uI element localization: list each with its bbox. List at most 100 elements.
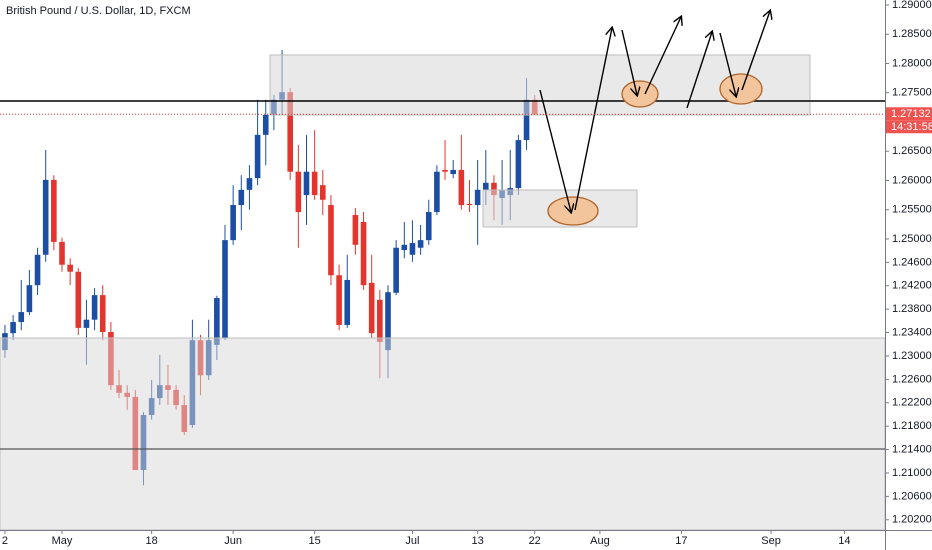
y-tick-label: 1.23000	[892, 350, 932, 362]
x-tick-label: Jul	[405, 535, 419, 547]
countdown-label: 14:31:58	[891, 121, 932, 133]
candle-body	[51, 179, 57, 242]
candle-body	[401, 244, 408, 251]
candle-body	[442, 169, 448, 172]
candle-body	[393, 247, 399, 293]
candle-body	[385, 292, 391, 351]
y-tick-label: 1.28000	[892, 57, 932, 69]
drawings	[0, 11, 886, 531]
candle-body	[474, 189, 481, 206]
x-tick-label: Jun	[224, 535, 242, 547]
x-tick-label: Aug	[590, 535, 610, 547]
candle-body	[344, 279, 351, 325]
chart-title: British Pound / U.S. Dollar, 1D, FXCM	[6, 5, 191, 17]
x-tick-label: 17	[675, 535, 687, 547]
candle-body	[42, 179, 49, 255]
target-ellipse	[719, 73, 763, 105]
candle-body	[10, 322, 16, 334]
y-tick-label: 1.21800	[892, 420, 932, 432]
y-tick-label: 1.26500	[892, 145, 932, 157]
y-tick-label: 1.26000	[892, 174, 932, 186]
candle-body	[377, 299, 383, 342]
y-tick-label: 1.20200	[892, 514, 932, 526]
candle-body	[26, 285, 33, 313]
arrow	[686, 32, 712, 109]
candle-body	[417, 240, 424, 248]
x-tick-label: 22	[529, 535, 541, 547]
target-ellipse	[621, 80, 659, 108]
candle-body	[483, 182, 489, 190]
candle-body	[491, 182, 497, 196]
x-tick-label: Sep	[761, 535, 781, 547]
candle-body	[311, 171, 318, 196]
last-price-label: 1.27132	[891, 108, 931, 120]
candle-body	[523, 99, 530, 141]
candle-body	[295, 171, 302, 213]
y-tick-label: 1.23400	[892, 326, 932, 338]
x-tick-label: 2	[2, 535, 8, 547]
arrow	[539, 89, 571, 212]
candle-body	[466, 203, 473, 206]
candle-body	[515, 140, 522, 189]
candle-body	[67, 264, 73, 272]
candle-body	[75, 271, 82, 328]
x-tick-label: May	[52, 535, 73, 547]
x-tick-label: 14	[838, 535, 850, 547]
y-tick-label: 1.24600	[892, 256, 932, 268]
candle-body	[18, 312, 25, 323]
countdown-tag	[886, 120, 932, 134]
candle-body	[59, 241, 65, 265]
y-tick-label: 1.27500	[892, 87, 932, 99]
candle-body	[287, 92, 293, 172]
x-tick-label: 15	[309, 535, 321, 547]
candle-body	[434, 171, 440, 213]
y-tick-label: 1.23800	[892, 303, 932, 315]
candle-body	[34, 254, 41, 286]
candle-body	[458, 169, 465, 206]
candle-body	[262, 114, 269, 135]
arrows	[539, 11, 770, 212]
candle-body	[238, 189, 245, 206]
price-axis	[885, 0, 932, 550]
candle-body	[409, 243, 416, 255]
arrow	[621, 29, 637, 95]
arrow	[574, 28, 612, 211]
candle-body	[83, 319, 90, 328]
candle-body	[352, 214, 359, 245]
y-tick-label: 1.22200	[892, 397, 932, 409]
x-tick-label: 13	[472, 535, 484, 547]
candle-body	[99, 295, 106, 332]
candle-body	[214, 298, 220, 345]
y-tick-label: 1.20600	[892, 490, 932, 502]
y-tick-label: 1.25500	[892, 204, 932, 216]
candle-body	[360, 222, 367, 286]
y-tick-label: 1.29000	[892, 0, 932, 11]
time-axis	[0, 530, 932, 550]
arrow	[741, 11, 770, 91]
y-tick-label: 1.22600	[892, 373, 932, 385]
support-zone	[0, 337, 886, 531]
arrow	[719, 32, 736, 96]
candle-body	[450, 169, 456, 175]
last-price-tag	[886, 107, 932, 121]
candle-body	[254, 134, 261, 179]
x-tick-label: 18	[146, 535, 158, 547]
candle-body	[320, 185, 326, 200]
y-tick-label: 1.28500	[892, 28, 932, 40]
candle-body	[91, 295, 98, 320]
candle-body	[425, 212, 432, 241]
y-tick-label: 1.25000	[892, 233, 932, 245]
y-tick-label: 1.21000	[892, 467, 932, 479]
y-tick-label: 1.21400	[892, 443, 932, 455]
candle-body	[230, 205, 236, 241]
target-ellipse	[547, 196, 599, 226]
candle-body	[246, 178, 253, 190]
candle-body	[336, 275, 342, 325]
candle-body	[303, 171, 310, 196]
arrow	[644, 17, 681, 95]
candle-body	[328, 205, 334, 276]
resistance-zone	[269, 54, 811, 116]
candle-body	[368, 282, 375, 334]
